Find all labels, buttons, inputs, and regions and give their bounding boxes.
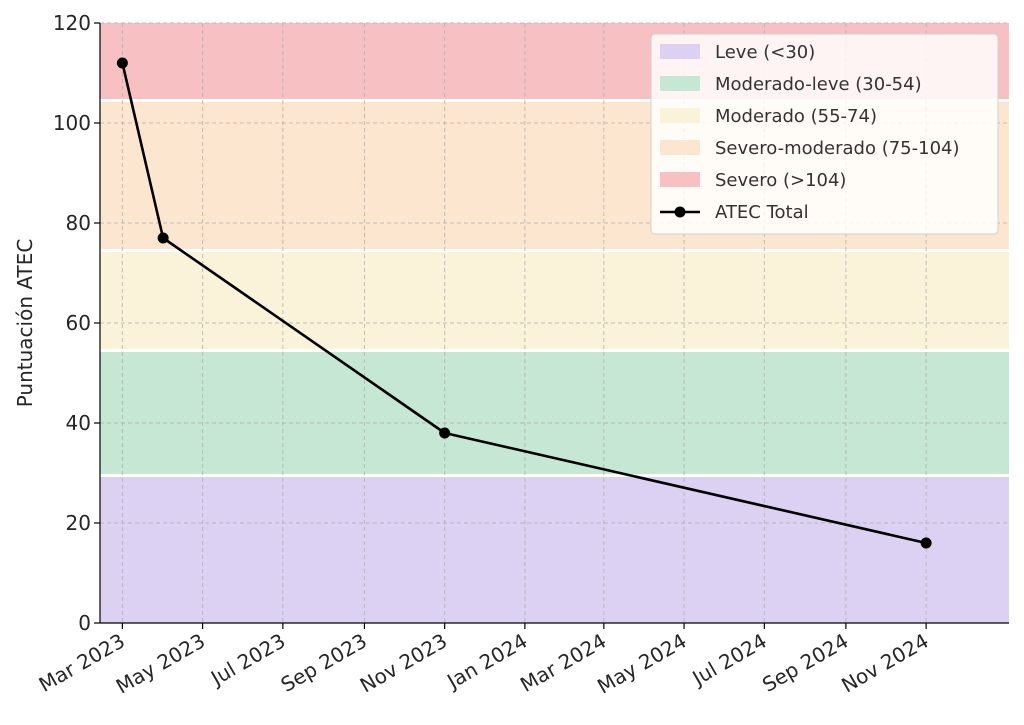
x-tick-label-2: Jul 2023 (205, 629, 289, 691)
y-tick-label-5: 100 (53, 111, 91, 135)
legend-label-3: Severo-moderado (75-104) (715, 138, 960, 159)
y-tick-label-3: 60 (66, 311, 91, 335)
legend-label-4: Severo (>104) (715, 170, 846, 191)
legend-series-marker-0 (674, 206, 686, 218)
x-tick-label-10: Nov 2024 (837, 629, 932, 698)
legend-series-label-0: ATEC Total (715, 202, 809, 223)
y-tick-label-0: 0 (78, 611, 91, 635)
series-layer (116, 57, 932, 549)
legend-label-1: Moderado-leve (30-54) (715, 74, 922, 95)
band-1 (100, 350, 1009, 476)
legend-swatch-3 (660, 140, 700, 155)
band-2 (100, 250, 1009, 351)
x-tick-label-5: Jan 2024 (441, 629, 531, 695)
y-tick-label-6: 120 (53, 11, 91, 35)
data-point-0-3 (920, 537, 932, 549)
x-tick-label-8: Jul 2024 (687, 629, 771, 691)
x-tick-label-4: Nov 2023 (356, 629, 451, 698)
data-point-0-0 (116, 57, 128, 69)
legend-swatch-4 (660, 172, 700, 187)
legend-swatch-1 (660, 76, 700, 91)
series-line-0 (121, 62, 927, 545)
y-tick-label-2: 40 (66, 411, 91, 435)
x-tick-label-9: Sep 2024 (758, 629, 852, 697)
x-tick-label-6: Mar 2024 (516, 629, 610, 697)
y-axis-title: Puntuación ATEC (13, 239, 37, 408)
x-tick-label-3: Sep 2023 (277, 629, 371, 697)
data-point-0-2 (439, 427, 451, 439)
y-tick-label-4: 80 (66, 211, 91, 235)
legend-label-0: Leve (<30) (715, 42, 815, 63)
legend-box (650, 33, 999, 235)
legend-label-2: Moderado (55-74) (715, 106, 877, 127)
y-tick-label-1: 20 (66, 511, 91, 535)
legend: Leve (<30) Moderado-leve (30-54) Moderado … (650, 33, 999, 235)
legend-swatch-2 (660, 108, 700, 123)
x-tick-label-7: May 2024 (593, 629, 690, 699)
legend-swatch-0 (660, 44, 700, 59)
x-tick-label-1: May 2023 (112, 629, 209, 699)
data-point-0-1 (157, 232, 169, 244)
band-0 (100, 475, 1009, 623)
x-tick-label-0: Mar 2023 (35, 629, 129, 697)
